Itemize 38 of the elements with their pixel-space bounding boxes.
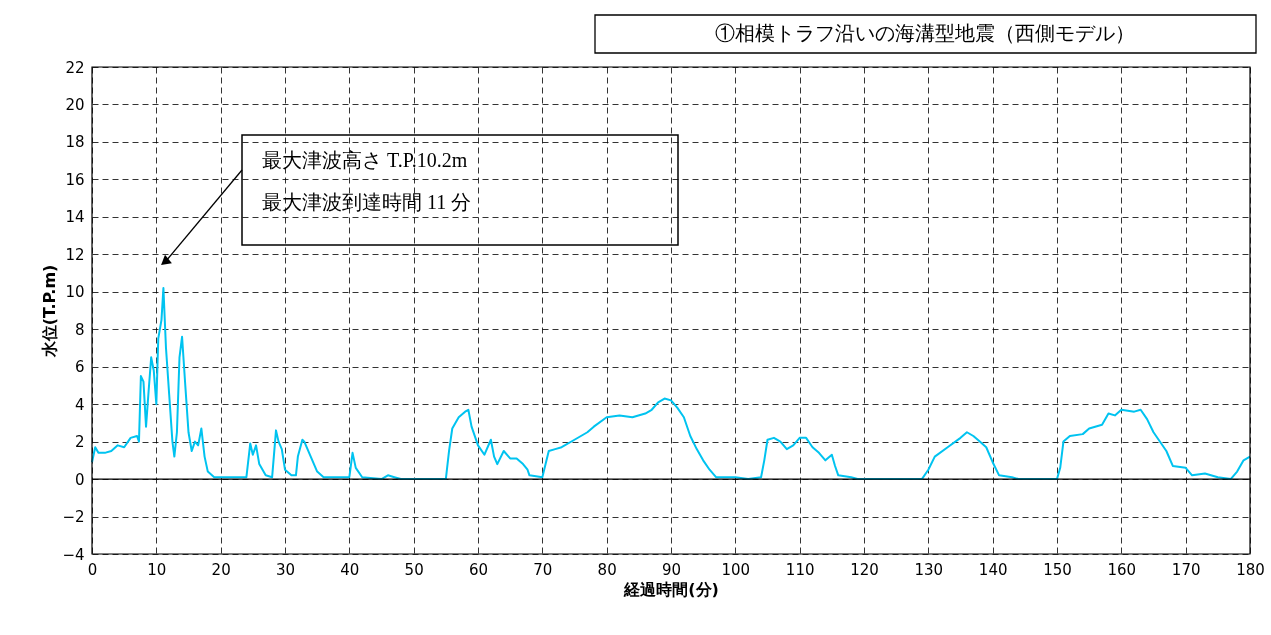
chart-title: ①相模トラフ沿いの海溝型地震（西側モデル） xyxy=(715,22,1135,44)
x-tick-label: 120 xyxy=(850,560,879,579)
y-tick-label: 20 xyxy=(65,95,85,114)
y-tick-label: 16 xyxy=(65,170,85,189)
x-tick-label: 60 xyxy=(468,560,489,579)
annotation: 最大津波高さ T.P.10.2m 最大津波到達時間 11 分 xyxy=(262,149,472,213)
x-tick-label: 130 xyxy=(914,560,944,579)
x-tick-label: 160 xyxy=(1107,560,1137,579)
x-tick-label: 80 xyxy=(597,560,617,579)
y-tick-label: 18 xyxy=(65,133,85,152)
y-axis-title: 水位(T.P.m) xyxy=(40,264,60,359)
x-tick-label: 110 xyxy=(785,560,815,579)
x-axis-title: 経過時間(分) xyxy=(623,579,719,599)
y-tick-label: 12 xyxy=(65,245,85,264)
x-tick-label: 150 xyxy=(1043,560,1072,579)
x-tick-label: 170 xyxy=(1171,560,1201,579)
y-tick-label: 14 xyxy=(65,208,85,227)
x-tick-label: 20 xyxy=(211,560,231,579)
x-tick-label: 90 xyxy=(661,560,682,579)
line-series xyxy=(91,287,1251,481)
x-tick-label: 30 xyxy=(275,560,296,579)
y-tick-label: 6 xyxy=(74,358,85,377)
x-tick-label: 50 xyxy=(404,560,424,579)
y-tick-label: 4 xyxy=(74,395,85,414)
x-tick-label: 70 xyxy=(533,560,553,579)
x-tick-label: 140 xyxy=(978,560,1008,579)
y-tick-label: 8 xyxy=(74,320,85,339)
y-tick-label: 10 xyxy=(65,283,85,302)
x-tick-label: 100 xyxy=(721,560,751,579)
y-tick-label: −2 xyxy=(62,508,85,527)
x-tick-label: 180 xyxy=(1236,560,1265,579)
x-tick-label: 10 xyxy=(147,560,167,579)
x-tick-label: 0 xyxy=(87,560,98,579)
y-tick-label: 22 xyxy=(65,58,85,77)
y-tick-label: −4 xyxy=(62,545,85,564)
y-tick-label: 2 xyxy=(74,433,85,452)
y-tick-label: 0 xyxy=(74,470,85,489)
x-tick-label: 40 xyxy=(340,560,360,579)
